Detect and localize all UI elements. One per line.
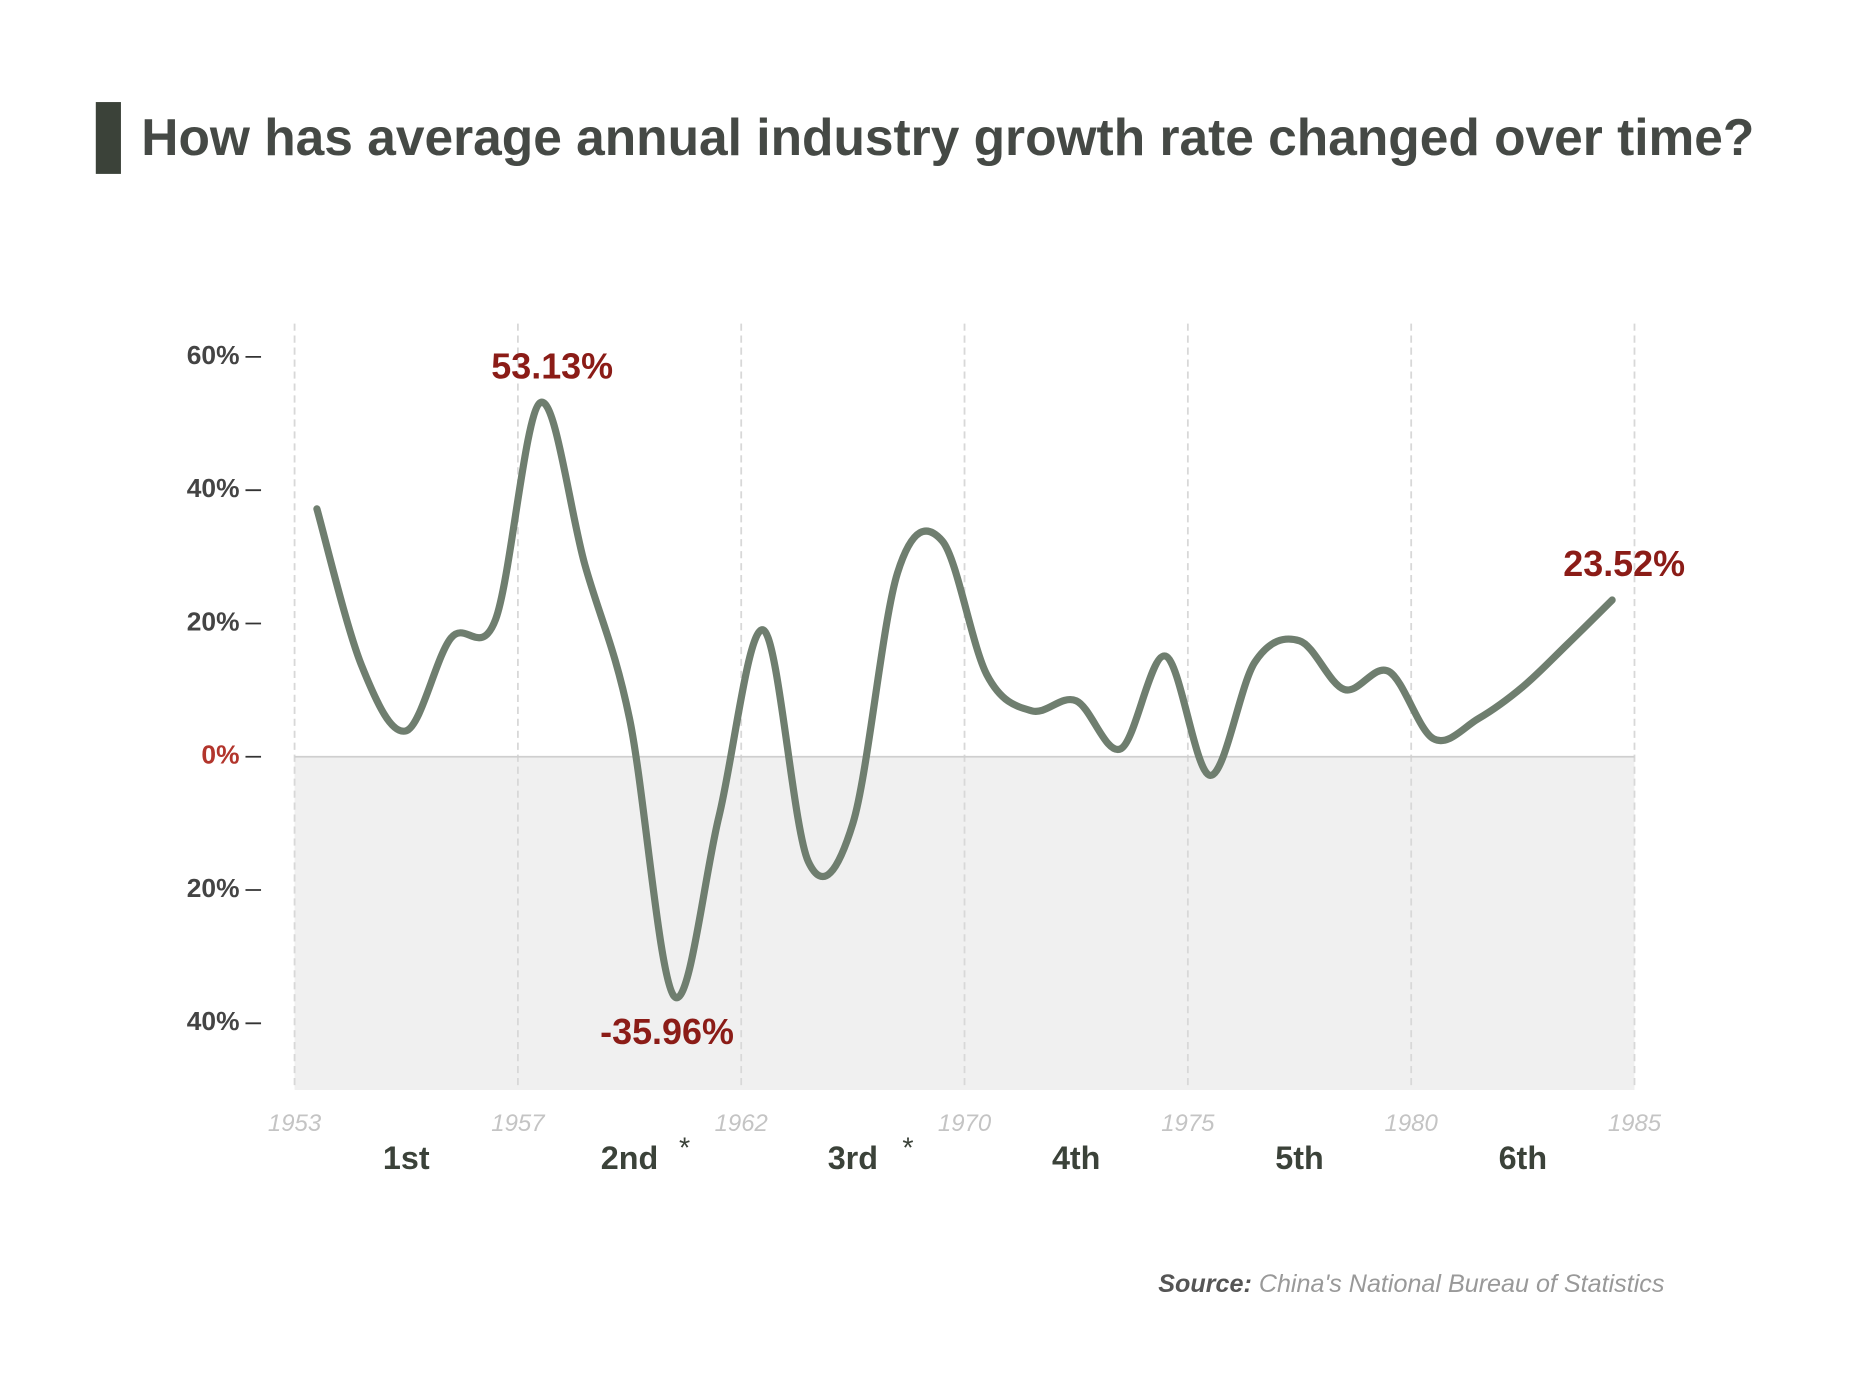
x-boundary-label: 1970 (938, 1110, 992, 1137)
y-tick-label: 40% (187, 1006, 240, 1036)
title-bar (95, 102, 121, 174)
x-boundary-label: 1962 (715, 1110, 768, 1137)
source-text: China's National Bureau of Statistics (1259, 1270, 1665, 1298)
value-label: 53.13% (491, 346, 613, 387)
y-tick-label: 60% (187, 340, 240, 370)
y-tick-label: 20% (187, 873, 240, 903)
period-label: 1st (383, 1140, 430, 1176)
x-boundary-label: 1985 (1608, 1110, 1662, 1137)
x-boundary-label: 1953 (268, 1110, 322, 1137)
period-label: 3rd (828, 1140, 878, 1176)
y-tick-label: 40% (187, 473, 240, 503)
period-label: 4th (1052, 1140, 1101, 1176)
value-label: -35.96% (600, 1011, 734, 1052)
x-boundary-label: 1980 (1385, 1110, 1439, 1137)
chart-title: How has average annual industry growth r… (141, 108, 1754, 166)
y-tick-label: 0% (201, 740, 239, 770)
value-label: 23.52% (1563, 543, 1685, 584)
x-boundary-label: 1957 (491, 1110, 546, 1137)
x-boundary-label: 1975 (1161, 1110, 1215, 1137)
period-label: 5th (1275, 1140, 1324, 1176)
period-note: * (902, 1132, 913, 1164)
data-line (313, 399, 1616, 1002)
period-label: 6th (1499, 1140, 1548, 1176)
period-label: 2nd (601, 1140, 658, 1176)
y-tick-label: 20% (187, 606, 240, 636)
period-note: * (679, 1132, 690, 1164)
source-label: Source: (1158, 1270, 1252, 1298)
source: Source: China's National Bureau of Stati… (1158, 1270, 1665, 1298)
